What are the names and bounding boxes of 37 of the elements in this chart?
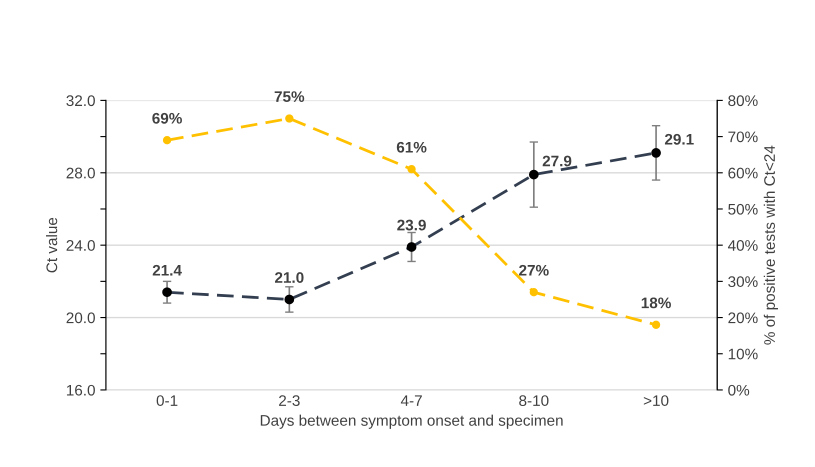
y2-tick-label: 80%	[728, 95, 758, 106]
data-label: 61%	[396, 142, 426, 153]
y-axis-title: Ct value	[46, 218, 58, 272]
x-axis-title: Days between symptom onset and specimen	[260, 414, 563, 429]
data-label: 27.9	[542, 156, 572, 166]
x-tick-label: 2-3	[279, 395, 300, 406]
y2-tick-label: 60%	[728, 168, 758, 178]
point	[162, 136, 172, 144]
y-tick-label: 28.0	[66, 168, 95, 178]
y2-tick-label: 70%	[728, 131, 758, 142]
data-label: 21.0	[274, 272, 304, 283]
y-tick-label: 32.0	[66, 95, 95, 106]
y2-tick-label: 20%	[728, 312, 758, 324]
x-tick-label: 0-1	[156, 395, 178, 406]
y2-tick-label: 40%	[728, 240, 758, 251]
x-tick-label: >10	[644, 395, 668, 406]
y2-tick-label: 50%	[728, 204, 758, 215]
data-label: 23.9	[397, 220, 426, 230]
y-tick-label: 16.0	[66, 384, 95, 396]
x-tick-label: 4-7	[400, 395, 422, 406]
data-label: 21.4	[152, 264, 182, 276]
y-tick-label: 24.0	[66, 240, 95, 251]
y2-tick-label: 10%	[728, 348, 758, 360]
data-label: 27%	[519, 264, 549, 276]
x-tick-label: 8-10	[519, 395, 549, 406]
y2-tick-label: 0%	[728, 384, 750, 396]
point	[285, 114, 294, 123]
point	[652, 320, 660, 329]
point	[530, 288, 538, 296]
data-label: 18%	[642, 297, 671, 308]
y2-axis-title: % of positive tests with Ct<24	[764, 146, 778, 345]
y2-tick-label: 30%	[728, 276, 758, 288]
data-label: 75%	[274, 91, 304, 102]
data-label: 69%	[152, 112, 182, 124]
y-tick-label: 20.0	[66, 312, 95, 324]
point	[407, 165, 416, 174]
data-label: 29.1	[664, 134, 694, 145]
